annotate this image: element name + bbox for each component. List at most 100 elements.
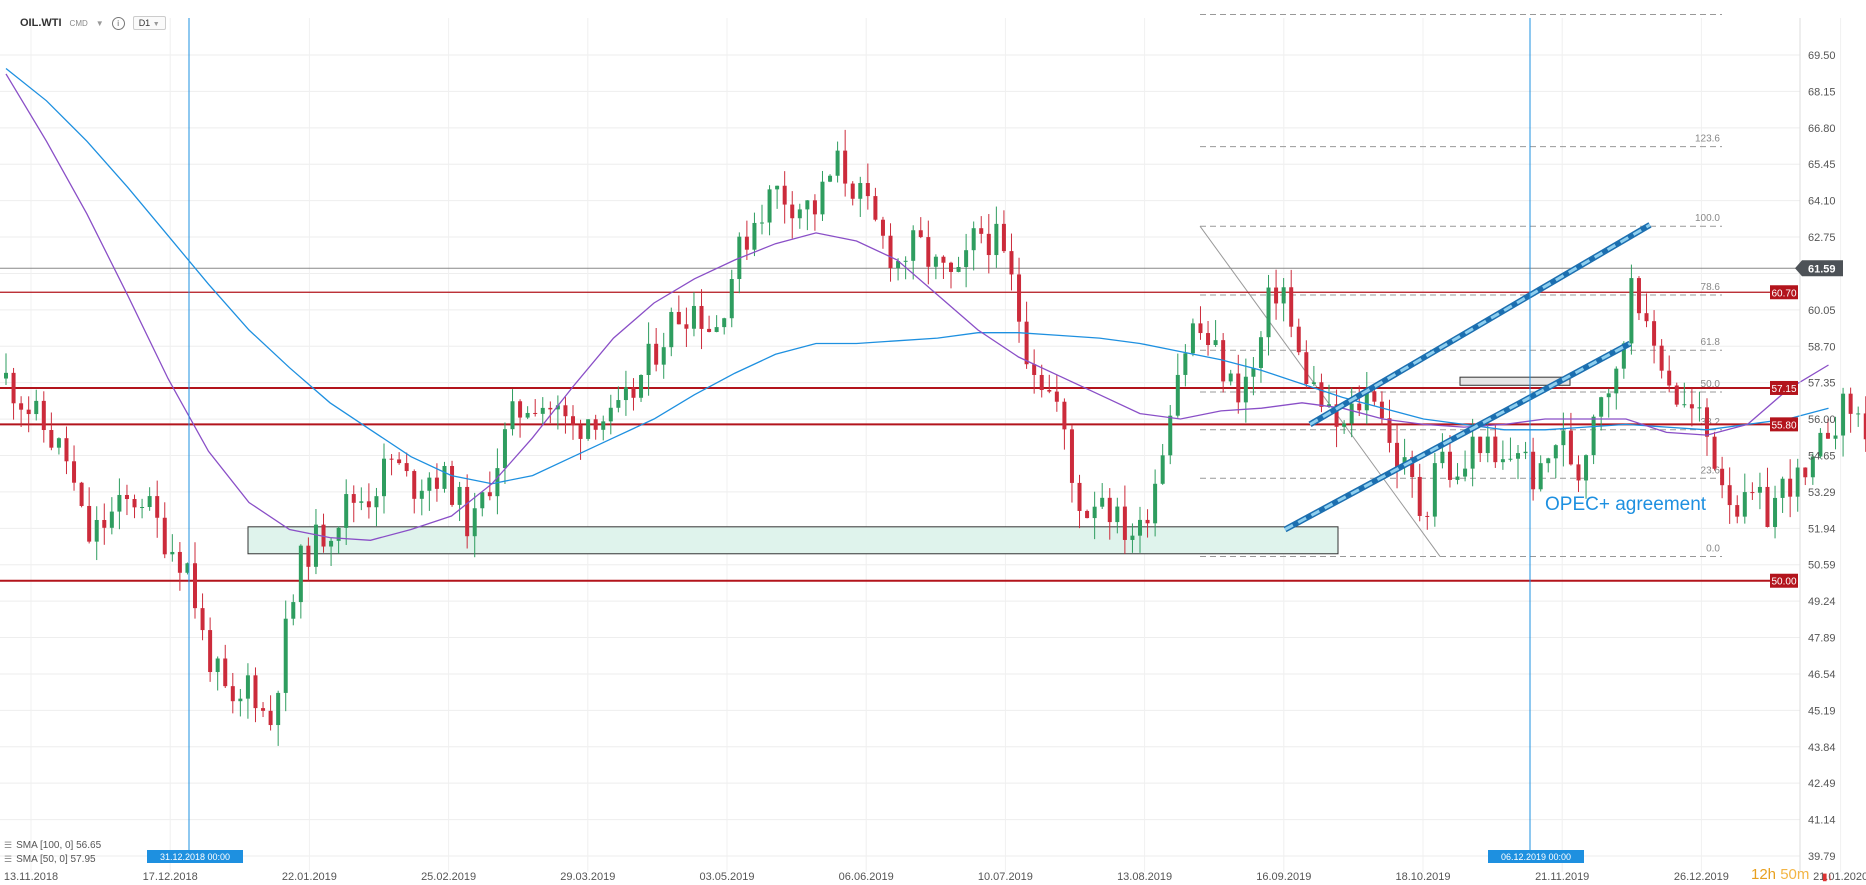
candle [828,174,833,183]
candle [1206,320,1211,356]
x-tick-label: 03.05.2019 [699,871,754,883]
candle-body [865,183,870,197]
y-tick-label: 51.94 [1808,523,1836,535]
candle-body [933,256,938,267]
candle [147,487,152,511]
candle-body [79,482,84,506]
candle-body [208,630,213,673]
candle [1825,418,1830,439]
candle [1644,293,1649,328]
x-tick-label: 21.11.2019 [1535,871,1589,883]
candle [525,406,530,420]
candle-body [850,183,855,199]
candle [1190,318,1195,357]
candle [404,452,409,477]
date-marker-bg [1488,850,1584,863]
candle [215,656,220,691]
candle [760,204,764,235]
candle-icon[interactable]: ▮↓ [1822,872,1833,883]
candle [1047,374,1052,394]
candle-body [1523,451,1528,454]
candle-body [1024,321,1029,365]
candle-body [1440,451,1445,464]
chevron-down-icon[interactable]: ▼ [95,18,104,28]
candle [434,463,439,502]
candle [49,412,54,451]
candle [359,487,364,511]
candle-body [1591,416,1596,456]
candle [268,695,273,731]
indicator-label: SMA [100, 0] 56.65 [16,840,102,851]
candle [238,688,243,717]
candle-body [1856,413,1861,415]
candle [1485,419,1490,463]
candle-body [1077,482,1082,511]
candle [661,332,666,379]
candle-body [397,459,402,464]
candle-body [344,494,349,528]
candle [676,295,681,325]
support-zones [247,376,1571,555]
candle-body [1568,430,1573,465]
candle [26,396,31,433]
candle [533,399,538,417]
candle-body [1130,535,1135,540]
candle [1757,472,1762,510]
candle [480,491,485,517]
candle-body [646,343,651,376]
candle-body [1425,515,1430,517]
candle-body [608,407,613,422]
candle-body [1357,403,1362,411]
candle [253,667,258,723]
candle [601,415,606,441]
candle-body [1206,333,1211,346]
candle [117,478,122,530]
candle [941,255,946,279]
candle-body [389,458,394,460]
candle [495,448,500,515]
candle-body [1689,404,1694,409]
candle [956,256,961,273]
candle [1417,463,1422,522]
candle-body [41,400,46,431]
candle-body [185,563,190,573]
candle [1841,387,1846,457]
candle [1818,428,1823,459]
fib-level-label: 78.6 [1701,282,1721,293]
candle-body [1682,404,1687,406]
symbol-label[interactable]: OIL.WTI [20,17,62,29]
level-price-label: 55.80 [1771,420,1796,431]
candle-body [1281,287,1286,304]
candle [707,315,712,333]
candle-body [1561,430,1566,446]
x-tick-label: 22.01.2019 [282,871,337,883]
timeframe-selector[interactable]: D1 ▼ [132,16,166,30]
candle-body [1069,429,1074,483]
y-tick-label: 54.65 [1808,451,1836,463]
indicator-legend-sma50[interactable]: ☰ SMA [50, 0] 57.95 [4,854,96,865]
candle-body [1092,506,1097,519]
candle-body [313,524,318,567]
candle [691,292,696,337]
current-price-tag [1795,260,1843,277]
candle-body [1470,436,1475,469]
candle-body [177,551,182,573]
info-icon[interactable]: i [111,16,125,30]
fib-level-label: 38.2 [1701,417,1721,428]
candle [336,526,341,554]
candle [1213,320,1218,347]
y-tick-label: 53.29 [1808,487,1836,499]
candle [132,494,137,519]
candle [1697,391,1702,422]
candle [1773,485,1778,539]
candle-body [124,494,129,500]
candle [124,484,129,516]
candle [321,513,326,553]
candle-body [1636,278,1641,314]
candle [782,171,787,224]
fib-level-label: 61.8 [1701,337,1721,348]
y-tick-label: 69.50 [1808,50,1836,62]
candle-body [200,608,205,631]
indicator-legend-sma100[interactable]: ☰ SMA [100, 0] 56.65 [4,840,101,851]
